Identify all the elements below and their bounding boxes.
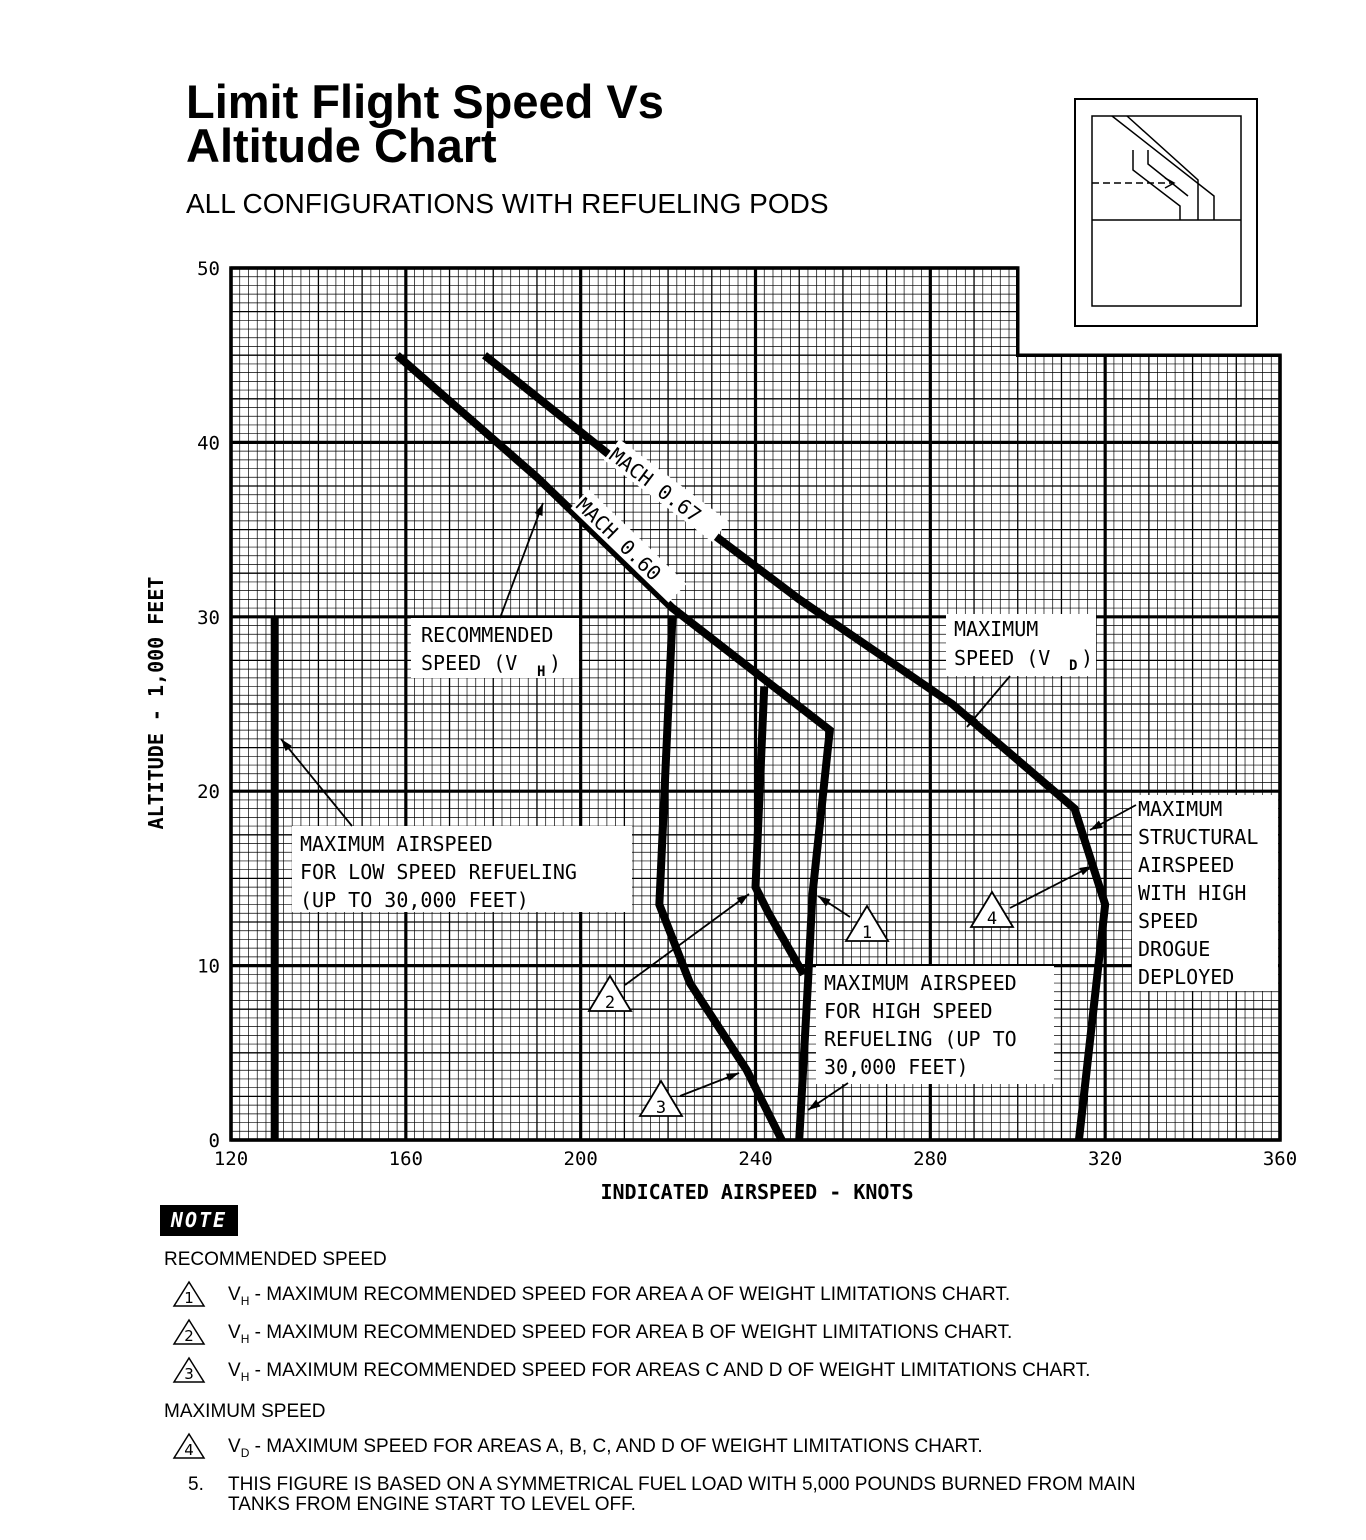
maximum-speed-close: ) (1081, 646, 1093, 670)
low-speed-refueling-line-2: FOR LOW SPEED REFUELING (300, 860, 577, 884)
x-tick-label: 280 (913, 1148, 947, 1170)
recommended-speed-arrow (499, 502, 544, 619)
chart-thumbnail-icon (1074, 98, 1258, 327)
low-speed-refueling-line-3: (UP TO 30,000 FEET) (300, 888, 529, 912)
structural-airspeed-line-1: MAXIMUM (1138, 797, 1222, 821)
recommended-speed-close: ) (549, 651, 561, 675)
x-tick-label: 160 (389, 1148, 423, 1170)
x-tick-label: 200 (564, 1148, 598, 1170)
marker-4-triangle-label: 4 (987, 909, 997, 929)
low-speed-refueling-box (292, 826, 632, 912)
series-line-4 (655, 616, 786, 1142)
mach-067-label-bg (603, 439, 729, 542)
marker-1-arrow-head (818, 896, 831, 907)
high-speed-refueling-line-2: FOR HIGH SPEED (824, 999, 993, 1023)
high-speed-refueling-arrow-head (808, 1099, 821, 1110)
maximum-speed-sub: D (1069, 658, 1077, 674)
y-tick-label: 40 (197, 432, 220, 454)
mach-067-label: MACH 0.67 (605, 443, 706, 527)
chart-border (229, 266, 1282, 1142)
low-speed-refueling-line-1: MAXIMUM AIRSPEED (300, 832, 493, 856)
maximum-speed-arrow-head (967, 714, 979, 727)
recommended-speed-line-2: SPEED (V (421, 651, 517, 675)
axis-ticks: 120 160 200 240 280 320 360 0 10 20 30 40 50 (197, 258, 1297, 1170)
marker-2-triangle-label: 2 (605, 993, 615, 1013)
marker-4-arrow (1009, 865, 1093, 909)
recommended-speed-box (411, 618, 579, 678)
x-tick-label: 320 (1088, 1148, 1122, 1170)
low-speed-refueling-arrow-head (281, 739, 292, 752)
marker-1-triangle (844, 904, 890, 942)
mach-060-label: MACH 0.60 (571, 493, 666, 586)
maximum-speed-line-2: SPEED (V (954, 646, 1050, 670)
y-tick-label: 30 (197, 607, 220, 629)
structural-airspeed-line-6: DROGUE (1138, 937, 1210, 961)
y-tick-label: 50 (197, 258, 220, 280)
marker-1-triangle-label: 1 (862, 923, 872, 943)
structural-airspeed-line-3: AIRSPEED (1138, 853, 1234, 877)
series-line-3 (751, 686, 808, 977)
chart-frame (229, 266, 1282, 1142)
series-line-2 (394, 352, 835, 1141)
maximum-speed-box (946, 614, 1096, 676)
chart-subtitle: ALL CONFIGURATIONS WITH REFUELING PODS (186, 188, 829, 219)
marker-3-triangle-label: 3 (656, 1098, 666, 1118)
structural-airspeed-line-5: SPEED (1138, 909, 1198, 933)
high-speed-refueling-line-4: 30,000 FEET) (824, 1055, 969, 1079)
x-tick-label: 240 (738, 1148, 772, 1170)
maximum-speed-line-1: MAXIMUM (954, 617, 1038, 641)
structural-airspeed-line-4: WITH HIGH (1138, 881, 1246, 905)
chart-title-line-1: Limit Flight Speed Vs (186, 75, 664, 128)
recommended-speed-sub: H (537, 664, 545, 680)
structural-airspeed-arrow-head (1090, 820, 1103, 830)
x-tick-label: 120 (214, 1148, 248, 1170)
y-tick-label: 20 (197, 781, 220, 803)
mach-060-label-bg (570, 489, 687, 603)
y-axis-label: ALTITUDE - 1,000 FEET (144, 577, 168, 830)
marker-4-triangle (969, 890, 1015, 928)
marker-4-arrow-head (1079, 866, 1092, 876)
structural-airspeed-line-7: DEPLOYED (1138, 965, 1234, 989)
marker-3-triangle (638, 1079, 684, 1117)
y-tick-label: 0 (209, 1130, 220, 1152)
structural-airspeed-box (1132, 795, 1278, 991)
structural-airspeed-line-2: STRUCTURAL (1138, 825, 1258, 849)
low-speed-refueling-arrow (280, 738, 353, 827)
high-speed-refueling-line-3: REFUELING (UP TO (824, 1027, 1017, 1051)
marker-2-arrow (624, 893, 750, 986)
chart-title-line-2: Altitude Chart (186, 119, 497, 172)
x-axis-label: INDICATED AIRSPEED - KNOTS (600, 1180, 913, 1204)
high-speed-refueling-box (816, 966, 1054, 1084)
marker-2-arrow-head (736, 894, 749, 905)
marker-3-arrow-head (726, 1073, 739, 1082)
recommended-speed-line-1: RECOMMENDED (421, 623, 553, 647)
x-tick-label: 360 (1263, 1148, 1297, 1170)
recommended-speed-arrow-head (534, 503, 543, 516)
chart-title: Limit Flight Speed Vs Altitude Chart (186, 75, 664, 172)
y-tick-label: 10 (197, 956, 220, 978)
marker-2-triangle (587, 974, 633, 1012)
high-speed-refueling-line-1: MAXIMUM AIRSPEED (824, 971, 1017, 995)
